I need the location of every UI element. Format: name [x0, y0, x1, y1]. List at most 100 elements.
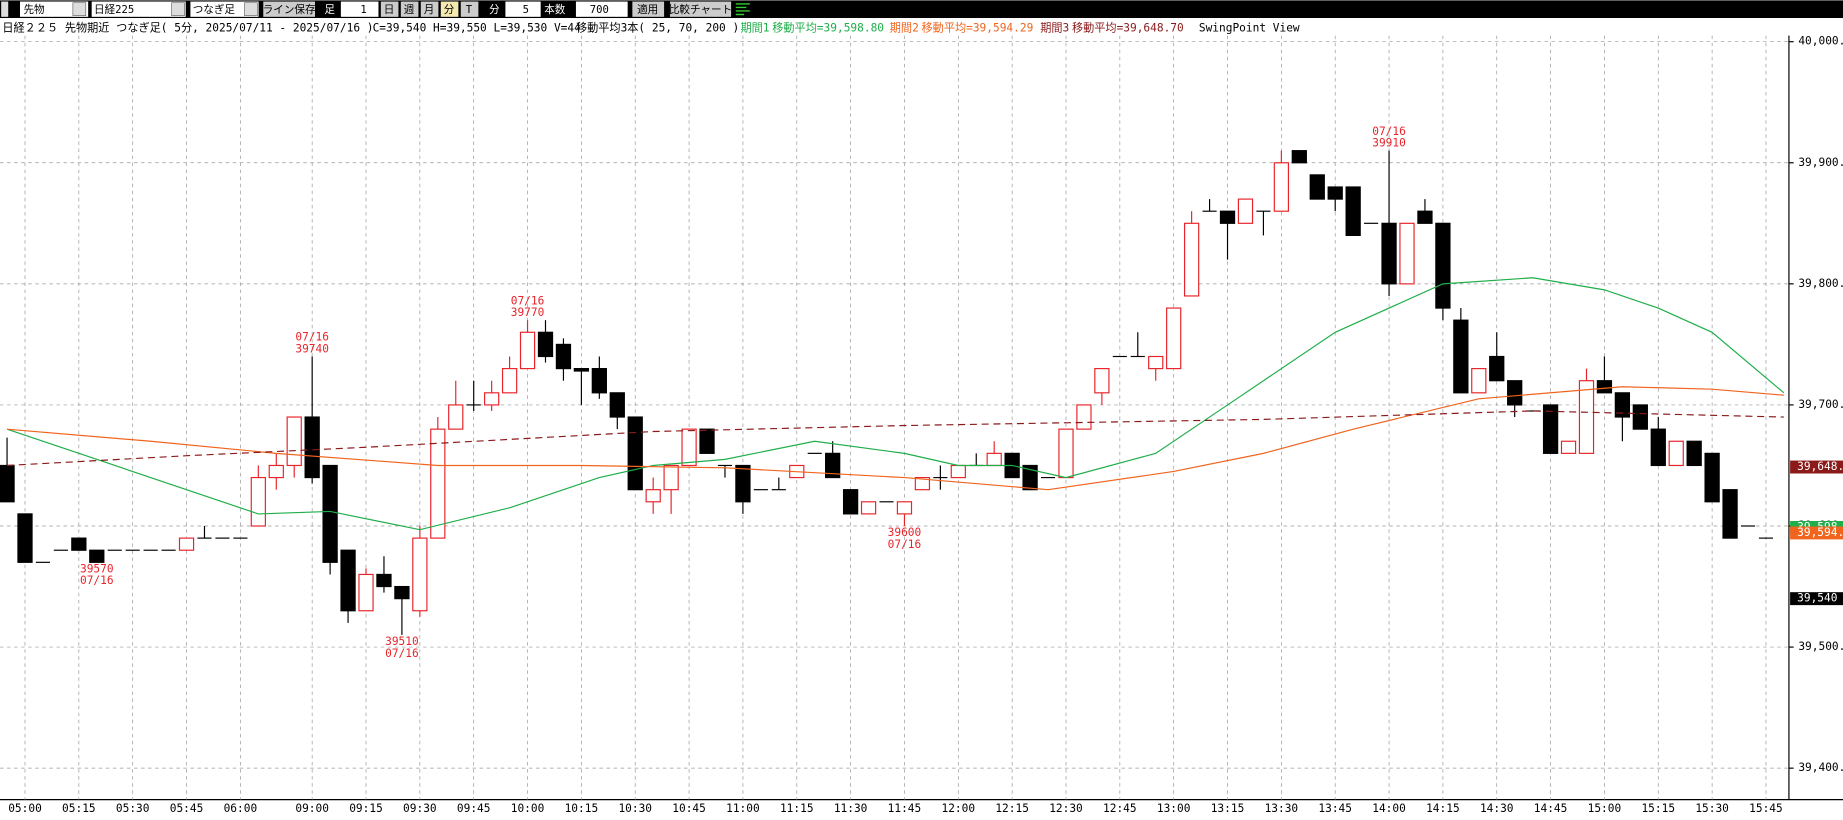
quote: C=39,540 H=39,550 L=39,530 V=44 — [373, 22, 581, 35]
candle-body — [825, 452, 841, 479]
unit-label: 分 — [489, 4, 500, 16]
x-tick-label: 15:15 — [1641, 802, 1675, 815]
candle-body — [1668, 440, 1684, 467]
candle-body — [1183, 222, 1200, 297]
apply-button-text: 適用 — [637, 3, 658, 16]
candle-body — [1076, 404, 1092, 430]
x-tick-label: 05:15 — [62, 802, 96, 815]
dropdown-arrow[interactable] — [72, 2, 87, 16]
x-tick-label: 12:15 — [995, 802, 1029, 815]
x-tick-label: 13:00 — [1157, 802, 1191, 815]
candle-body — [1022, 464, 1038, 491]
swing-point-label: 39510 — [385, 635, 419, 648]
period-input[interactable] — [340, 1, 379, 17]
swing-point-label: 39910 — [1372, 137, 1406, 150]
save-button[interactable] — [263, 1, 316, 17]
candle-body — [699, 428, 715, 454]
count-input[interactable] — [575, 1, 628, 17]
x-tick-label: 11:00 — [726, 802, 760, 815]
candle-body — [501, 368, 518, 394]
index-select[interactable] — [91, 1, 186, 17]
candle-body — [1381, 222, 1397, 285]
grid — [0, 35, 1789, 800]
x-tick-label: 11:45 — [888, 802, 922, 815]
apply-button[interactable] — [632, 1, 665, 17]
compare-button[interactable] — [669, 1, 732, 17]
interval-input-text: 5 — [523, 4, 529, 16]
candle-body — [484, 392, 500, 406]
save-button-text: ライン保存 — [263, 3, 316, 16]
candle-body — [1435, 222, 1451, 309]
dropdown-arrow[interactable] — [244, 2, 258, 16]
x-tick-label: 09:45 — [457, 802, 491, 815]
index-select-text: 日経225 — [94, 3, 134, 16]
period-input-text: 1 — [360, 4, 366, 16]
month-button[interactable] — [420, 1, 439, 17]
x-tick-label: 15:30 — [1695, 802, 1729, 815]
candle-body — [394, 585, 410, 600]
x-tick-label: 12:30 — [1049, 802, 1083, 815]
candle-body — [1542, 404, 1559, 454]
swing-point-label: 07/16 — [888, 538, 922, 551]
x-tick-label: 05:45 — [170, 802, 204, 815]
view-label: SwingPoint View — [1199, 22, 1300, 35]
week-button-text: 週 — [404, 4, 415, 16]
moving-average-line — [7, 386, 1784, 491]
candle-body — [1309, 174, 1325, 200]
compare-button-text: 比較チャート — [669, 3, 732, 16]
candle-body — [448, 404, 464, 430]
x-tick-label: 10:30 — [618, 802, 652, 815]
candle-body — [1704, 452, 1720, 503]
legend-name: 期間2 — [890, 22, 919, 35]
x-tick-label: 12:00 — [942, 802, 976, 815]
candle-body — [1399, 222, 1415, 285]
candle-body — [537, 331, 554, 358]
x-tick-label: 14:30 — [1480, 802, 1514, 815]
price-tag — [1790, 526, 1843, 540]
candle-body — [1058, 428, 1074, 479]
market-select[interactable] — [19, 1, 89, 17]
candle-body — [430, 428, 446, 539]
candle-body — [1650, 428, 1666, 467]
price-tag-label: 39,648.70 — [1797, 460, 1843, 473]
dropdown-arrow[interactable] — [171, 2, 185, 16]
day-button-text: 日 — [384, 4, 395, 16]
x-tick-label: 12:45 — [1103, 802, 1137, 815]
chart-icon[interactable] — [735, 3, 750, 16]
x-tick-label: 09:30 — [403, 802, 437, 815]
candle-body — [1632, 404, 1648, 430]
week-button[interactable] — [400, 1, 419, 17]
x-tick-label: 05:00 — [8, 802, 42, 815]
x-tick-label: 14:15 — [1426, 802, 1460, 815]
day-button[interactable] — [380, 1, 399, 17]
candle-body — [591, 368, 607, 394]
bar-type-text: つなぎ足 — [193, 3, 236, 16]
x-tick-label: 11:15 — [780, 802, 814, 815]
moving-average-line — [6, 277, 1785, 531]
x-tick-label: 15:00 — [1588, 802, 1622, 815]
y-tick-label: 39,800.0 — [1798, 277, 1843, 290]
ma-title: 移動平均3本( 25, 70, 200 ) — [576, 21, 739, 35]
menu-button[interactable] — [1, 1, 9, 17]
chart-title: 日経２２５ 先物期近 つなぎ足( 5分, 2025/07/11 - 2025/0… — [2, 21, 373, 35]
x-tick-label: 13:30 — [1265, 802, 1299, 815]
candle-body — [1237, 198, 1254, 224]
candle-body — [1273, 162, 1290, 212]
bar-type-select[interactable] — [190, 1, 259, 17]
y-tick-label: 39,500.0 — [1798, 640, 1843, 653]
x-tick-label: 13:15 — [1211, 802, 1245, 815]
tick-button[interactable] — [460, 1, 479, 17]
interval-input[interactable] — [505, 1, 541, 17]
legend-name: 期間3 — [1040, 22, 1069, 35]
candle-body — [322, 464, 338, 563]
swing-point-label: 07/16 — [295, 331, 329, 344]
candle-body — [376, 573, 392, 588]
candle-body — [1148, 355, 1164, 370]
legend-value: 移動平均=39,594.29 — [922, 21, 1034, 35]
candle-body — [412, 537, 428, 612]
minute-button[interactable] — [440, 1, 459, 17]
candle-body — [681, 428, 697, 467]
candle-body — [645, 489, 661, 503]
swing-point-label: 39600 — [888, 526, 922, 539]
price-tag-label: 39,594.29 — [1797, 526, 1843, 539]
